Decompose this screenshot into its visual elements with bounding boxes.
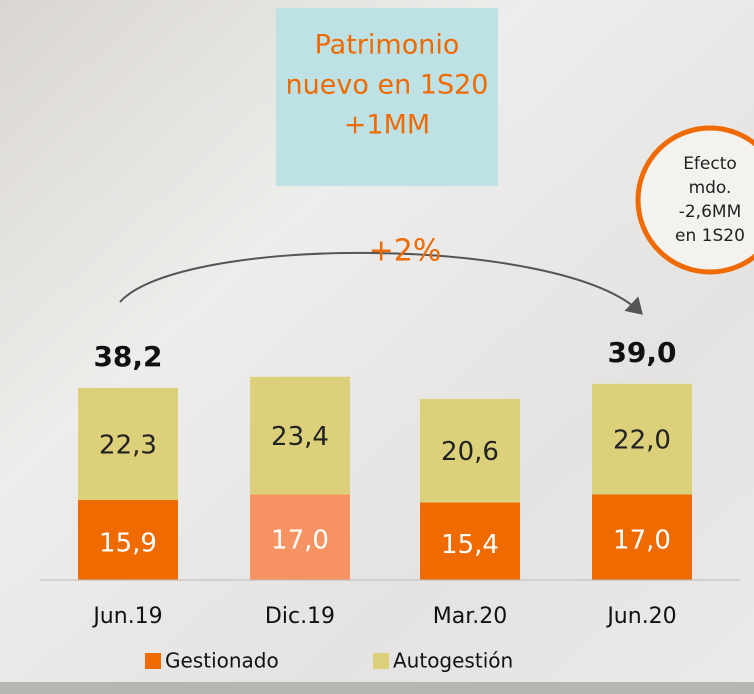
value-label: 17,0: [613, 526, 671, 556]
legend-swatch: [373, 653, 389, 669]
page: +2% 15,9 22,3 38,2 Jun.19 17,0 23,4 Dic.19 15,4…: [0, 0, 754, 694]
value-label: 22,3: [99, 430, 157, 460]
x-tick-label: Mar.20: [433, 604, 507, 629]
legend-swatch: [145, 653, 161, 669]
value-label: 20,6: [441, 437, 499, 467]
annotation-circle: [638, 128, 754, 272]
value-label: 17,0: [271, 526, 329, 556]
circle-text: Efecto: [683, 154, 737, 174]
box-text: +1MM: [344, 110, 430, 141]
x-tick-label: Jun.19: [91, 604, 162, 629]
bottom-strip: [0, 682, 754, 694]
value-label: 22,0: [613, 426, 671, 456]
legend-label: Gestionado: [165, 649, 279, 673]
value-label: 15,4: [441, 530, 499, 560]
x-tick-label: Jun.20: [605, 604, 676, 629]
circle-text: mdo.: [689, 178, 732, 198]
chart: +2% 15,9 22,3 38,2 Jun.19 17,0 23,4 Dic.19 15,4…: [0, 0, 754, 694]
value-label: 15,9: [99, 529, 157, 559]
value-label: 23,4: [271, 422, 329, 452]
circle-text: en 1S20: [675, 226, 745, 246]
legend-label: Autogestión: [393, 649, 513, 673]
box-text: nuevo en 1S20: [286, 70, 489, 101]
x-tick-label: Dic.19: [265, 604, 335, 629]
box-text: Patrimonio: [315, 30, 460, 61]
total-label: 38,2: [93, 340, 162, 373]
circle-text: -2,6MM: [679, 202, 742, 222]
total-label: 39,0: [607, 336, 676, 369]
arrow-label: +2%: [369, 234, 442, 269]
